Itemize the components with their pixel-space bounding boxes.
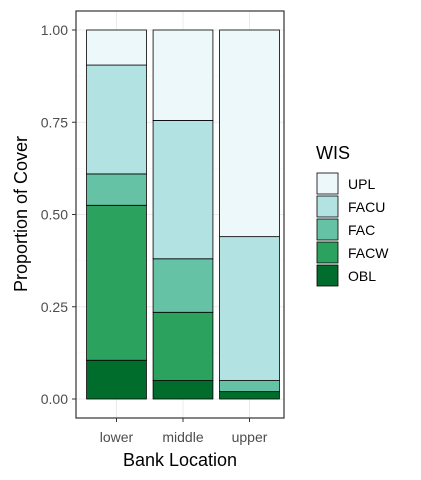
bar-upper-fac [219, 380, 280, 393]
bar-lower-obl [86, 359, 147, 400]
legend-swatch-fac [316, 218, 339, 241]
x-tick-label-upper: upper [232, 429, 268, 445]
y-tick-label: 0.75 [41, 114, 68, 130]
legend: WIS UPL FACU FAC FACW OBL [316, 143, 389, 287]
legend-swatch-upl [316, 172, 339, 195]
legend-swatch-facu [316, 195, 339, 218]
bar-upper-facu [219, 236, 280, 381]
bar-lower-fac [86, 173, 147, 206]
bar-lower-facw [86, 204, 147, 361]
legend-label-facw: FACW [348, 245, 389, 261]
legend-label-obl: OBL [348, 268, 376, 284]
bar-middle-upl [152, 29, 214, 121]
legend-label-upl: UPL [348, 176, 375, 192]
x-tick-label-lower: lower [100, 429, 134, 445]
x-axis-title: Bank Location [123, 450, 237, 470]
legend-swatch-facw [316, 241, 339, 264]
bar-middle-obl [152, 380, 214, 400]
legend-label-fac: FAC [348, 222, 375, 238]
legend-label-facu: FACU [348, 199, 385, 215]
y-tick-label: 0.00 [41, 391, 68, 407]
bar-lower-facu [86, 64, 147, 175]
bar-lower-upl [86, 29, 147, 66]
bar-middle-fac [152, 258, 214, 313]
bar-upper-upl [219, 29, 280, 238]
y-tick-label: 0.50 [41, 207, 68, 223]
y-axis-title: Proportion of Cover [11, 136, 31, 292]
y-tick-label: 1.00 [41, 22, 68, 38]
y-tick-label: 0.25 [41, 299, 68, 315]
legend-swatch-obl [316, 264, 339, 287]
bar-middle-facw [152, 311, 214, 381]
bar-upper-obl [219, 391, 280, 400]
legend-title: WIS [316, 143, 350, 163]
bar-middle-facu [152, 120, 214, 260]
x-tick-label-middle: middle [162, 429, 203, 445]
y-axis: 0.00 0.25 0.50 0.75 1.00 [41, 22, 76, 407]
bars-group [86, 29, 280, 400]
x-axis: lower middle upper [100, 418, 268, 445]
